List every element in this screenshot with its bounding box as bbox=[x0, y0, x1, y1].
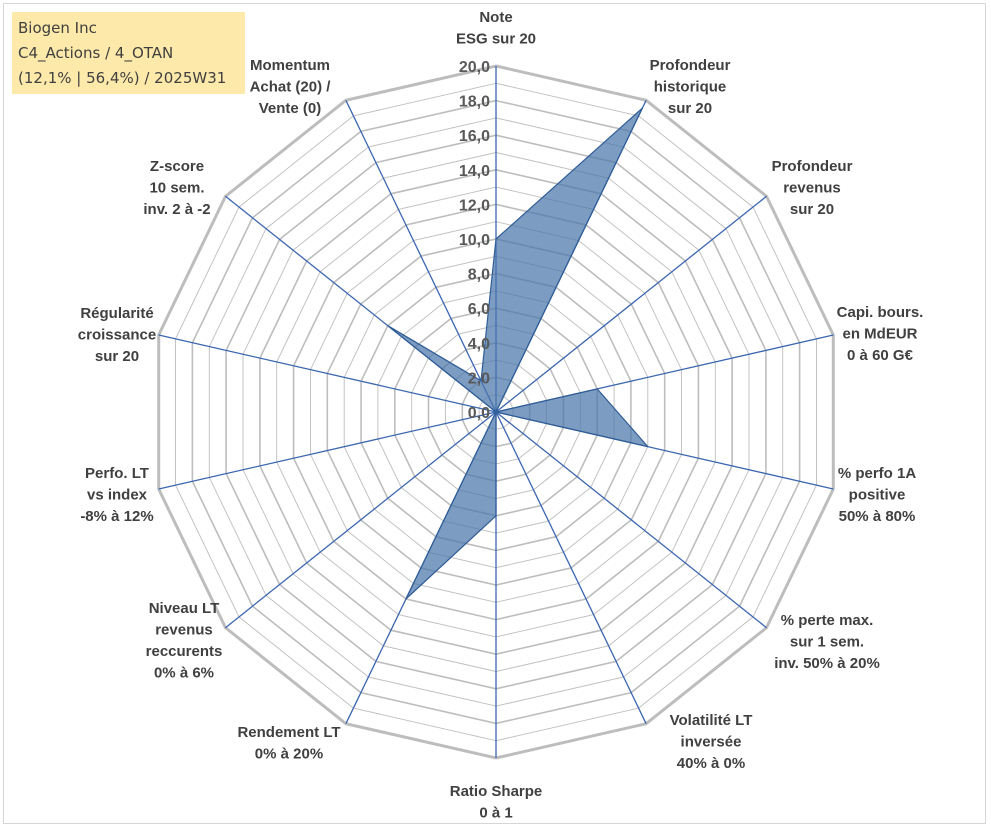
axis-spoke bbox=[495, 411, 767, 629]
axis-label: Profondeur historique sur 20 bbox=[650, 57, 731, 117]
stats-label: (12,1% | 56,4%) / 2025W31 bbox=[18, 69, 227, 87]
axis-label: Profondeur revenus sur 20 bbox=[772, 158, 853, 218]
axis-label: Capi. bours. en MdEUR 0 à 60 G€ bbox=[837, 304, 924, 364]
axis-label: Régularité croissance sur 20 bbox=[78, 305, 156, 365]
axis-label: % perte max. sur 1 sem. inv. 50% à 20% bbox=[774, 612, 880, 672]
tick-label: 10,0 bbox=[459, 232, 490, 249]
axis-label: Momentum Achat (20) / Vente (0) bbox=[250, 57, 332, 117]
series-area bbox=[387, 107, 649, 600]
tick-label: 18,0 bbox=[459, 94, 490, 111]
axis-label: Note ESG sur 20 bbox=[456, 9, 536, 48]
axis-label: Rendement LT 0% à 20% bbox=[237, 724, 340, 763]
tick-label: 20,0 bbox=[459, 59, 490, 76]
axis-spoke bbox=[158, 334, 497, 413]
tick-label: 4,0 bbox=[468, 336, 490, 353]
axis-labels: Note ESG sur 20 Profondeur historique sur 20… bbox=[78, 9, 924, 822]
tick-label: 0,0 bbox=[468, 405, 490, 422]
axis-label: % perfo 1A positive 50% à 80% bbox=[838, 465, 917, 525]
portfolio-label: C4_Actions / 4_OTAN bbox=[18, 44, 174, 62]
axis-label: Ratio Sharpe 0 à 1 bbox=[450, 783, 543, 822]
axis-label: Niveau LT revenus reccurents 0% à 6% bbox=[146, 600, 223, 682]
axis-spoke bbox=[345, 100, 497, 413]
tick-label: 2,0 bbox=[468, 370, 490, 387]
series bbox=[387, 107, 649, 600]
axis-spoke bbox=[495, 195, 767, 413]
axis-label: Perfo. LT vs index -8% à 12% bbox=[80, 465, 153, 525]
chart-frame bbox=[3, 3, 986, 824]
info-box: Biogen Inc C4_Actions / 4_OTAN (12,1% | … bbox=[12, 12, 245, 94]
axis-spoke bbox=[495, 411, 647, 724]
tick-label: 8,0 bbox=[468, 267, 490, 284]
axis-spoke bbox=[225, 411, 497, 629]
tick-labels: 0,0 2,0 4,0 6,0 8,0 10,0 12,0 14,0 16,0 18,0 20,0 bbox=[459, 59, 490, 422]
axis-spoke bbox=[158, 411, 497, 490]
tick-label: 6,0 bbox=[468, 301, 490, 318]
company-name: Biogen Inc bbox=[18, 19, 97, 37]
axis-label: Volatilité LT inversée 40% à 0% bbox=[670, 712, 753, 772]
tick-label: 14,0 bbox=[459, 163, 490, 180]
tick-label: 12,0 bbox=[459, 197, 490, 214]
tick-label: 16,0 bbox=[459, 128, 490, 145]
axis-label: Z-score 10 sem. inv. 2 à -2 bbox=[143, 158, 210, 218]
